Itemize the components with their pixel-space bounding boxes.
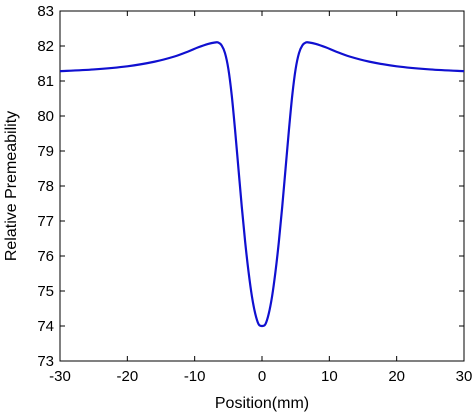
y-tick-label-4: 77 [37, 213, 54, 230]
y-tick-label-9: 82 [37, 38, 54, 55]
y-tick-label-1: 74 [37, 318, 54, 335]
tick-marks [59, 10, 465, 362]
y-tick-label-7: 80 [37, 108, 54, 125]
plot-frame [59, 10, 465, 362]
x-tick-label-2: -10 [184, 368, 206, 385]
x-tick-label-5: 20 [388, 368, 405, 385]
series-line [59, 41, 465, 328]
x-axis-label: Position(mm) [215, 395, 309, 412]
y-axis-label: Relative Premeability [3, 111, 20, 261]
x-tick-label-6: 30 [456, 368, 473, 385]
y-tick-label-8: 81 [37, 73, 54, 90]
y-tick-label-10: 83 [37, 3, 54, 20]
x-tick-label-4: 10 [321, 368, 338, 385]
y-tick-label-6: 79 [37, 143, 54, 160]
y-tick-label-3: 76 [37, 248, 54, 265]
x-tick-label-1: -20 [116, 368, 138, 385]
x-tick-label-0: -30 [49, 368, 71, 385]
x-tick-label-3: 0 [258, 368, 266, 385]
tick-labels: -30 -20 -10 0 10 20 30 73 74 75 76 77 78 79 80 81 82 83 [37, 3, 472, 385]
y-tick-label-0: 73 [37, 353, 54, 370]
y-tick-label-2: 75 [37, 283, 54, 300]
y-tick-label-5: 78 [37, 178, 54, 195]
